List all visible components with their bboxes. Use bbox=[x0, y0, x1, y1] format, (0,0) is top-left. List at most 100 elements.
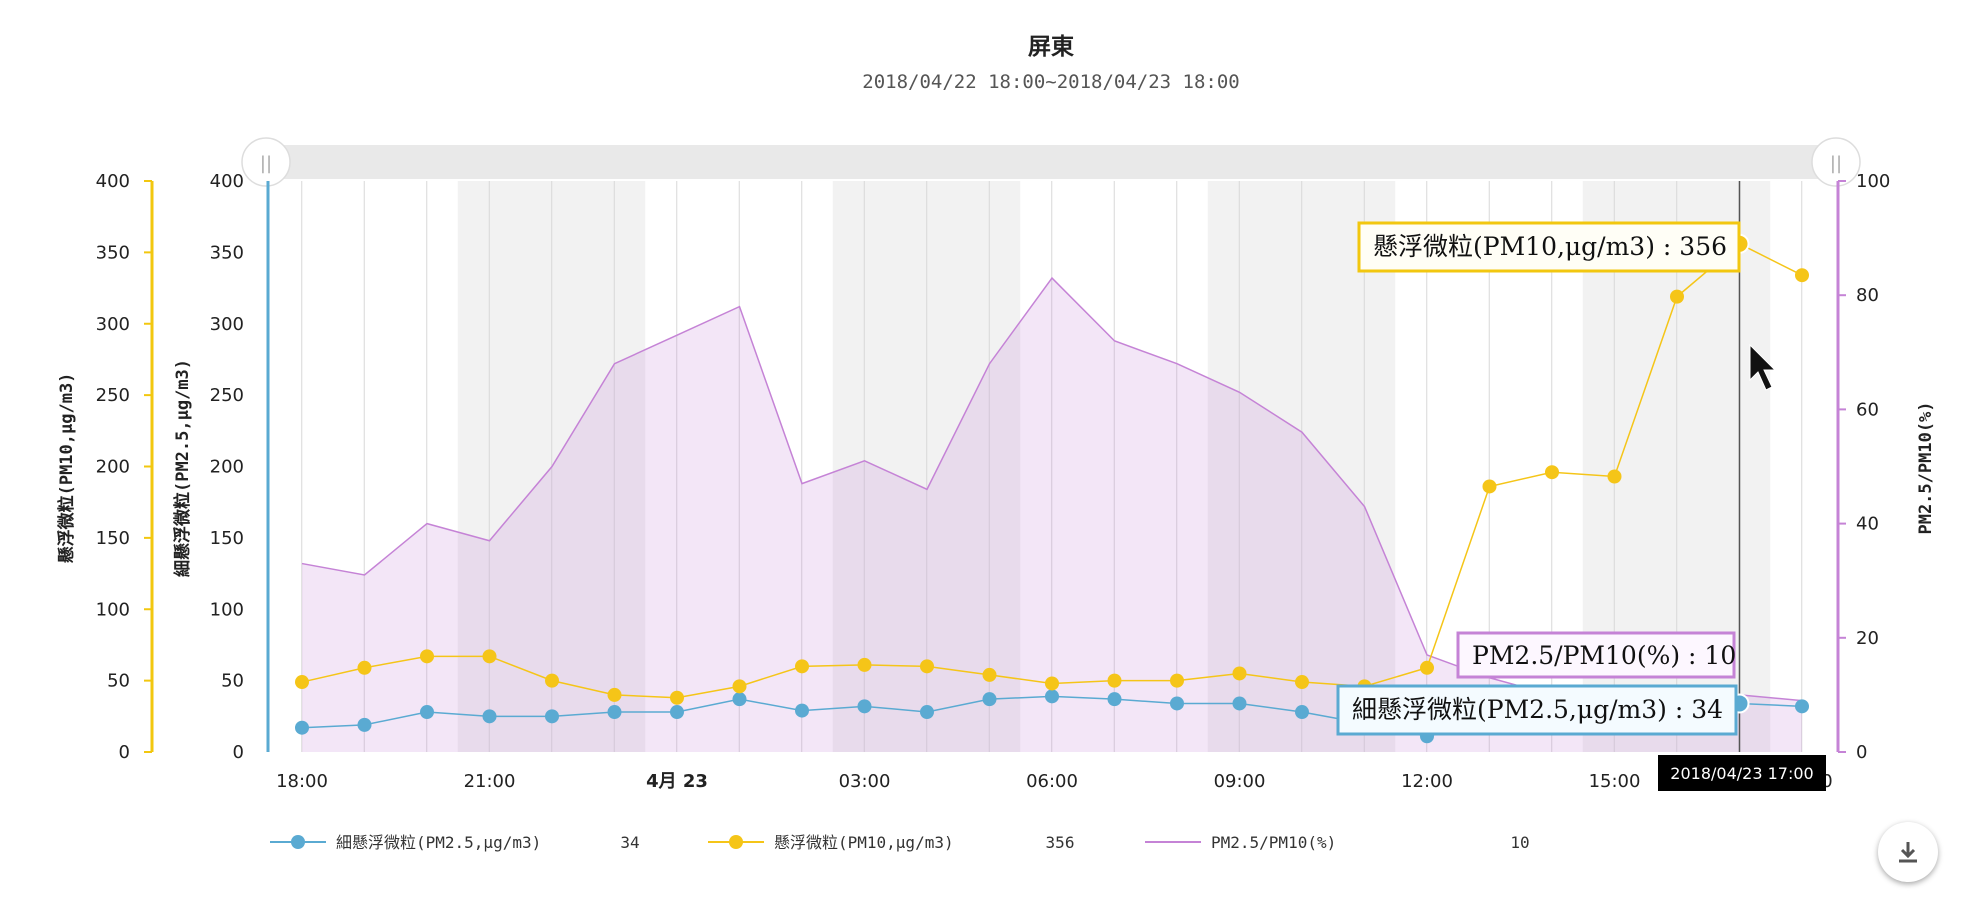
x-tick-label: 12:00 bbox=[1401, 771, 1453, 792]
pm25-tick-label: 50 bbox=[221, 671, 244, 692]
x-tick-label: 09:00 bbox=[1214, 771, 1266, 792]
ratio-tick-label: 100 bbox=[1856, 171, 1890, 192]
pm10-point bbox=[1170, 673, 1184, 688]
pm10-point bbox=[1420, 660, 1434, 675]
tooltip-pm10: 懸浮微粒(PM10,μg/m3) : 356 bbox=[1357, 221, 1741, 273]
pm10-point bbox=[857, 657, 872, 672]
pm25-tick-label: 400 bbox=[210, 171, 244, 192]
pm10-point bbox=[732, 679, 747, 694]
handle-right-grip: || bbox=[1830, 153, 1842, 174]
pm10-point bbox=[1295, 675, 1309, 690]
pm25-point bbox=[1045, 689, 1059, 704]
pm10-tick-label: 100 bbox=[96, 599, 130, 620]
pm25-point bbox=[670, 705, 684, 720]
pm10-point bbox=[1607, 469, 1622, 484]
pm25-tick-label: 250 bbox=[210, 385, 244, 406]
chart-subtitle: 2018/04/22 18:00~2018/04/23 18:00 bbox=[862, 71, 1240, 93]
pm25-point bbox=[920, 705, 934, 720]
pm25-tick-label: 200 bbox=[210, 457, 244, 478]
legend-value: 34 bbox=[620, 833, 639, 852]
pm10-tick-label: 150 bbox=[96, 528, 130, 549]
pm10-point bbox=[295, 675, 309, 690]
pm10-point bbox=[1545, 465, 1559, 480]
pm10-point bbox=[920, 659, 934, 674]
pm25-point bbox=[420, 705, 434, 720]
pm25-point bbox=[1232, 696, 1247, 711]
pm25-tick-label: 350 bbox=[210, 242, 244, 263]
tooltip-pm25-text: 細懸浮微粒(PM2.5,μg/m3) : 34 bbox=[1352, 695, 1723, 724]
pm10-tick-label: 400 bbox=[96, 171, 130, 192]
pm10-tick-label: 0 bbox=[119, 742, 130, 763]
pm10-point bbox=[1670, 289, 1684, 304]
x-tick-label: 03:00 bbox=[839, 771, 891, 792]
pm10-tick-label: 250 bbox=[96, 385, 130, 406]
x-tick-label: 21:00 bbox=[464, 771, 516, 792]
legend-swatch-marker bbox=[729, 835, 743, 849]
y-axis-ticks: 0501001502002503003504000501001502002503… bbox=[96, 171, 1891, 763]
pm25-tick-label: 150 bbox=[210, 528, 244, 549]
tooltip-ratio: PM2.5/PM10(%) : 10 bbox=[1456, 631, 1736, 679]
pm10-tick-label: 350 bbox=[96, 242, 130, 263]
tooltip-pm10-text: 懸浮微粒(PM10,μg/m3) : 356 bbox=[1373, 232, 1727, 261]
x-tick-label: 18:00 bbox=[276, 771, 328, 792]
pm10-tick-label: 300 bbox=[96, 314, 130, 335]
pm10-tick-label: 50 bbox=[107, 671, 130, 692]
vertical-gridlines bbox=[301, 181, 1803, 752]
pm10-point bbox=[795, 659, 809, 674]
pm10-point bbox=[1045, 676, 1059, 691]
download-button[interactable] bbox=[1878, 822, 1938, 882]
pm25-point bbox=[295, 720, 309, 735]
pm25-point bbox=[1295, 705, 1309, 720]
pm10-point bbox=[1795, 268, 1809, 283]
pm25-point bbox=[732, 692, 747, 707]
pm25-axis-title: 細懸浮微粒(PM2.5,μg/m3) bbox=[172, 359, 193, 577]
legend-value: 356 bbox=[1046, 833, 1075, 852]
pm10-point bbox=[1482, 479, 1497, 494]
pm25-point bbox=[482, 709, 497, 724]
ratio-tick-label: 20 bbox=[1856, 628, 1879, 649]
pm10-point bbox=[357, 660, 372, 675]
handle-left-grip: || bbox=[260, 153, 272, 174]
pm25-point bbox=[795, 703, 809, 718]
pm10-point bbox=[982, 667, 997, 682]
x-axis-ticks: 18:00 21:00 4月 23 03:00 06:00 09:00 12:00 15:00… bbox=[276, 771, 1833, 792]
pm10-point bbox=[482, 649, 497, 664]
x-tick-label: 06:00 bbox=[1026, 771, 1078, 792]
navigator-handle-left[interactable]: || bbox=[241, 137, 291, 187]
pm25-point bbox=[982, 692, 997, 707]
pm25-point bbox=[607, 705, 622, 720]
legend-value: 10 bbox=[1510, 833, 1529, 852]
tooltip-ratio-text: PM2.5/PM10(%) : 10 bbox=[1472, 641, 1736, 670]
x-tick-label: 4月 23 bbox=[646, 771, 708, 792]
ratio-tick-label: 60 bbox=[1856, 399, 1879, 420]
navigator-handle-right[interactable]: || bbox=[1811, 137, 1861, 187]
pm10-point bbox=[670, 690, 684, 705]
tooltip-pm25: 細懸浮微粒(PM2.5,μg/m3) : 34 bbox=[1336, 684, 1738, 736]
mouse-cursor-icon bbox=[1749, 343, 1777, 391]
pm10-point bbox=[1232, 666, 1247, 681]
navigator-track[interactable] bbox=[266, 145, 1836, 179]
pm10-point bbox=[420, 649, 434, 664]
pm25-point bbox=[1107, 692, 1122, 707]
tooltip-time-text: 2018/04/23 17:00 bbox=[1670, 764, 1813, 783]
pm25-point bbox=[1795, 699, 1809, 714]
pm25-point bbox=[1170, 696, 1184, 711]
tooltip-time: 2018/04/23 17:00 bbox=[1658, 755, 1826, 791]
x-tick-label: 15:00 bbox=[1589, 771, 1641, 792]
pm10-point bbox=[607, 687, 622, 702]
legend-label: 細懸浮微粒(PM2.5,μg/m3) bbox=[336, 833, 541, 852]
pm10-point bbox=[1107, 673, 1122, 688]
download-icon bbox=[1899, 842, 1917, 863]
ratio-axis-title: PM2.5/PM10(%) bbox=[1916, 401, 1936, 534]
chart-title: 屏東 bbox=[1028, 34, 1074, 60]
ratio-tick-label: 40 bbox=[1856, 514, 1879, 535]
pm25-tick-label: 100 bbox=[210, 599, 244, 620]
pm10-axis-title: 懸浮微粒(PM10,μg/m3) bbox=[56, 373, 77, 564]
pm25-tick-label: 0 bbox=[233, 742, 244, 763]
pm25-point bbox=[357, 717, 372, 732]
pm25-point bbox=[857, 699, 872, 714]
legend-label: 懸浮微粒(PM10,μg/m3) bbox=[774, 833, 954, 852]
pm25-point bbox=[545, 709, 559, 724]
ratio-tick-label: 80 bbox=[1856, 285, 1879, 306]
